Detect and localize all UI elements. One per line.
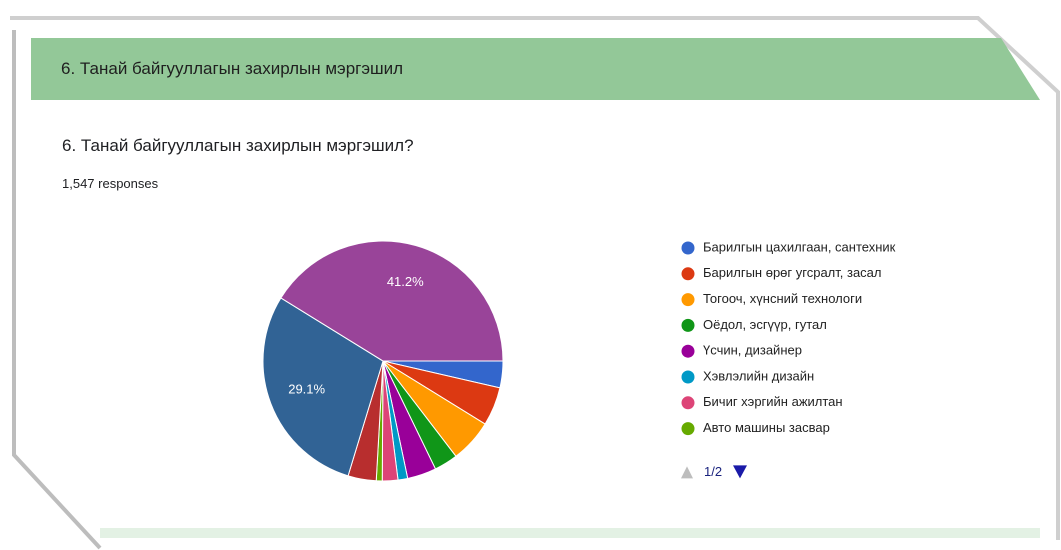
pager-prev [681,466,693,479]
card-footer [100,528,1040,538]
legend-label: Авто машины засвар [703,420,830,435]
legend-swatch [681,293,695,307]
pie-slice [280,240,504,362]
legend-label: Тогооч, хүнсний технологи [703,291,862,306]
pie-slice [262,297,384,477]
pager-next[interactable] [733,465,747,479]
legend-label: Оёдол, эсгүүр, гутал [703,317,827,332]
slice-label: 41.2% [387,274,424,289]
pager-label: 1/2 [704,464,722,479]
legend-label: Барилгын өрөг угсралт, засал [703,265,882,280]
legend-label: Үсчин, дизайнер [703,343,802,358]
section-header: 6. Танай байгууллагын захирлын мэргэшил [31,38,1040,100]
response-count: 1,547 responses [62,176,159,191]
legend-swatch [681,396,695,410]
legend-swatch [681,267,695,281]
frame-border [12,30,102,550]
frame-border [10,16,1060,540]
question-title: 6. Танай байгууллагын захирлын мэргэшил? [62,136,414,155]
slice-label: 29.1% [288,381,325,396]
legend-label: Барилгын цахилгаан, сантехник [703,239,896,254]
legend-swatch [681,318,695,332]
legend-swatch [681,344,695,358]
legend-swatch [681,370,695,384]
section-title: 6. Танай байгууллагын захирлын мэргэшил [61,59,404,78]
legend-swatch [681,422,695,436]
legend-label: Бичиг хэргийн ажилтан [703,394,843,409]
legend-label: Хэвлэлийн дизайн [703,368,814,383]
legend-swatch [681,241,695,255]
